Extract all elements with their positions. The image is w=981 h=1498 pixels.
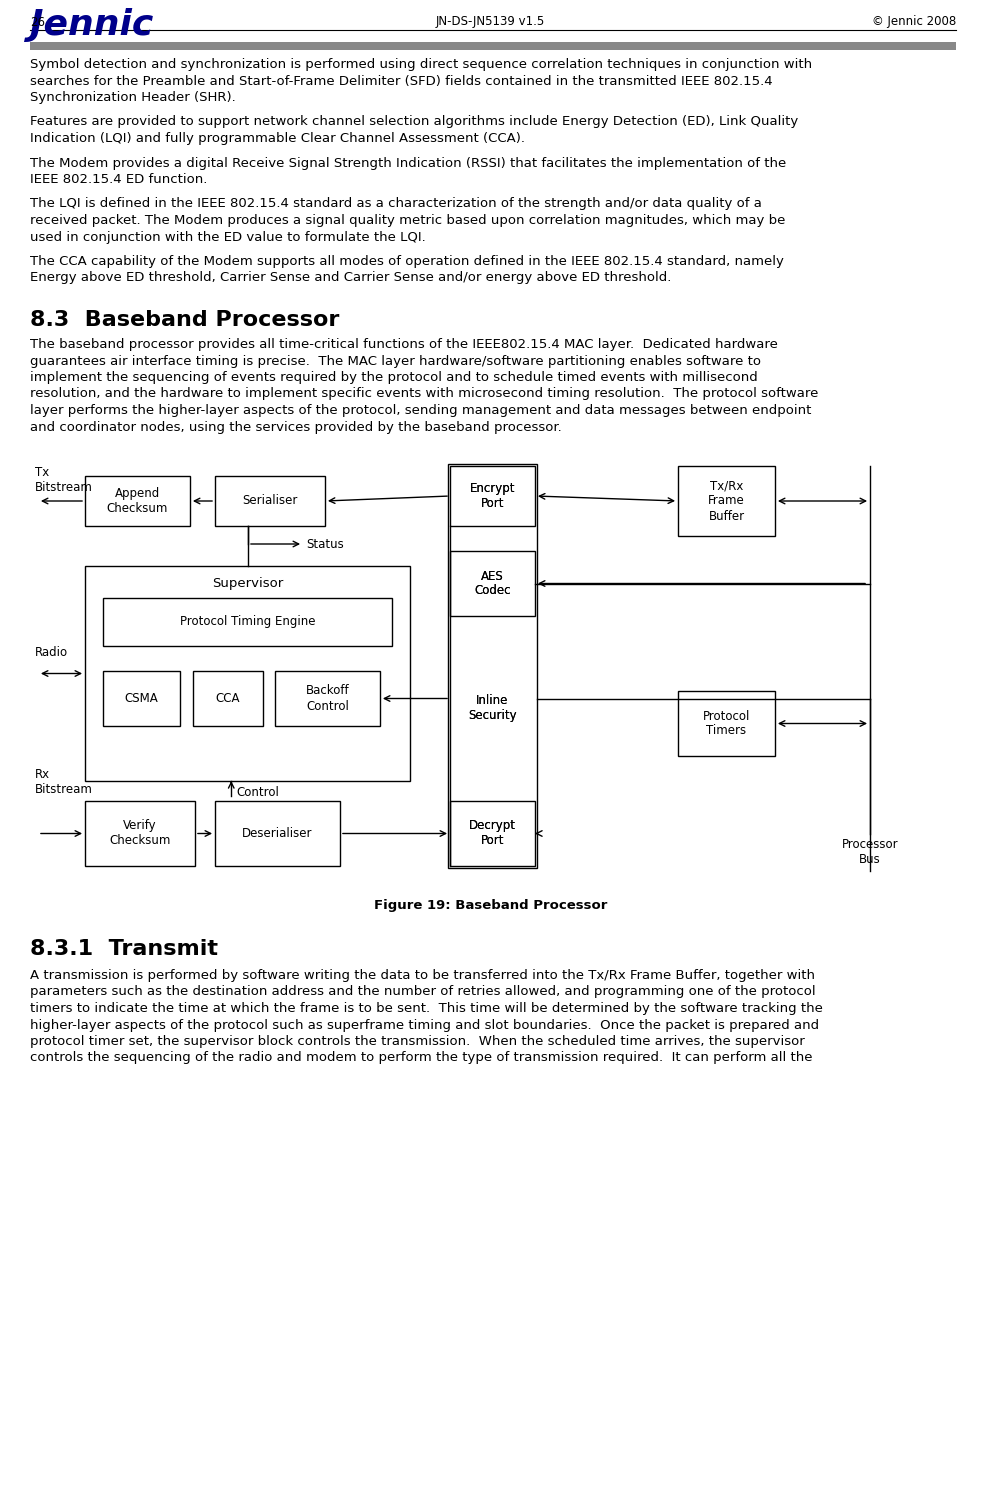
Text: Jennic: Jennic <box>30 7 153 42</box>
Text: Processor
Bus: Processor Bus <box>842 837 899 866</box>
Bar <box>193 671 263 727</box>
Text: parameters such as the destination address and the number of retries allowed, an: parameters such as the destination addre… <box>30 986 815 999</box>
Bar <box>450 551 535 616</box>
Bar <box>450 466 535 526</box>
Bar <box>85 566 410 780</box>
Text: controls the sequencing of the radio and modem to perform the type of transmissi: controls the sequencing of the radio and… <box>30 1052 812 1065</box>
Text: AES
Codec: AES Codec <box>474 569 511 598</box>
Text: The baseband processor provides all time-critical functions of the IEEE802.15.4 : The baseband processor provides all time… <box>30 339 778 351</box>
Text: IEEE 802.15.4 ED function.: IEEE 802.15.4 ED function. <box>30 172 207 186</box>
Text: received packet. The Modem produces a signal quality metric based upon correlati: received packet. The Modem produces a si… <box>30 214 786 228</box>
Text: A transmission is performed by software writing the data to be transferred into : A transmission is performed by software … <box>30 969 815 983</box>
Bar <box>450 551 535 616</box>
Text: Decrypt
Port: Decrypt Port <box>469 819 516 848</box>
Text: Decrypt
Port: Decrypt Port <box>469 819 516 848</box>
Text: searches for the Preamble and Start-of-Frame Delimiter (SFD) fields contained in: searches for the Preamble and Start-of-F… <box>30 75 773 87</box>
Text: AES
Codec: AES Codec <box>474 569 511 598</box>
Text: Indication (LQI) and fully programmable Clear Channel Assessment (CCA).: Indication (LQI) and fully programmable … <box>30 132 525 145</box>
Bar <box>678 691 775 756</box>
Text: Append
Checksum: Append Checksum <box>107 487 168 515</box>
Text: © Jennic 2008: © Jennic 2008 <box>872 15 956 28</box>
Text: Energy above ED threshold, Carrier Sense and Carrier Sense and/or energy above E: Energy above ED threshold, Carrier Sense… <box>30 271 671 285</box>
Text: CSMA: CSMA <box>125 692 158 706</box>
Text: Symbol detection and synchronization is performed using direct sequence correlat: Symbol detection and synchronization is … <box>30 58 812 70</box>
Text: resolution, and the hardware to implement specific events with microsecond timin: resolution, and the hardware to implemen… <box>30 388 818 400</box>
Bar <box>450 801 535 866</box>
Text: JN-DS-JN5139 v1.5: JN-DS-JN5139 v1.5 <box>436 15 545 28</box>
Text: CCA: CCA <box>216 692 240 706</box>
Text: Synchronization Header (SHR).: Synchronization Header (SHR). <box>30 91 235 103</box>
Text: Backoff
Control: Backoff Control <box>306 685 349 713</box>
Text: Tx/Rx
Frame
Buffer: Tx/Rx Frame Buffer <box>708 479 745 523</box>
Bar <box>85 801 195 866</box>
Text: Radio: Radio <box>35 647 68 659</box>
Bar <box>30 42 956 49</box>
Text: Encrypt
Port: Encrypt Port <box>470 482 515 509</box>
Text: Inline
Security: Inline Security <box>468 695 517 722</box>
Bar <box>215 801 340 866</box>
Text: The Modem provides a digital Receive Signal Strength Indication (RSSI) that faci: The Modem provides a digital Receive Sig… <box>30 156 786 169</box>
Text: Rx
Bitstream: Rx Bitstream <box>35 768 93 795</box>
Bar <box>103 671 180 727</box>
Text: 8.3.1  Transmit: 8.3.1 Transmit <box>30 939 218 959</box>
Text: 26: 26 <box>30 15 45 28</box>
Text: higher-layer aspects of the protocol such as superframe timing and slot boundari: higher-layer aspects of the protocol suc… <box>30 1019 819 1032</box>
Text: Control: Control <box>236 786 280 798</box>
Text: Verify
Checksum: Verify Checksum <box>109 819 171 848</box>
Text: Figure 19: Baseband Processor: Figure 19: Baseband Processor <box>374 899 607 912</box>
Text: 8.3  Baseband Processor: 8.3 Baseband Processor <box>30 310 339 330</box>
Text: Protocol Timing Engine: Protocol Timing Engine <box>180 616 315 629</box>
Bar <box>450 801 535 866</box>
Text: The LQI is defined in the IEEE 802.15.4 standard as a characterization of the st: The LQI is defined in the IEEE 802.15.4 … <box>30 198 762 211</box>
Bar <box>448 464 537 867</box>
Bar <box>215 476 325 526</box>
Text: Tx
Bitstream: Tx Bitstream <box>35 466 93 494</box>
Text: Serialiser: Serialiser <box>242 494 297 508</box>
Text: used in conjunction with the ED value to formulate the LQI.: used in conjunction with the ED value to… <box>30 231 426 244</box>
Text: Supervisor: Supervisor <box>212 578 284 590</box>
Text: protocol timer set, the supervisor block controls the transmission.  When the sc: protocol timer set, the supervisor block… <box>30 1035 804 1049</box>
Bar <box>85 476 190 526</box>
Text: and coordinator nodes, using the services provided by the baseband processor.: and coordinator nodes, using the service… <box>30 421 562 433</box>
Text: The CCA capability of the Modem supports all modes of operation defined in the I: The CCA capability of the Modem supports… <box>30 255 784 268</box>
Bar <box>103 598 392 646</box>
Text: Inline
Security: Inline Security <box>468 695 517 722</box>
Text: Encrypt
Port: Encrypt Port <box>470 482 515 509</box>
Text: Features are provided to support network channel selection algorithms include En: Features are provided to support network… <box>30 115 799 129</box>
Text: Protocol
Timers: Protocol Timers <box>702 710 750 737</box>
Bar <box>450 466 535 526</box>
Text: Status: Status <box>306 538 343 550</box>
Bar <box>678 466 775 536</box>
Text: implement the sequencing of events required by the protocol and to schedule time: implement the sequencing of events requi… <box>30 372 757 383</box>
Text: guarantees air interface timing is precise.  The MAC layer hardware/software par: guarantees air interface timing is preci… <box>30 355 761 367</box>
Bar <box>275 671 380 727</box>
Text: layer performs the higher-layer aspects of the protocol, sending management and : layer performs the higher-layer aspects … <box>30 404 811 416</box>
Text: Deserialiser: Deserialiser <box>242 827 313 840</box>
Text: timers to indicate the time at which the frame is to be sent.  This time will be: timers to indicate the time at which the… <box>30 1002 823 1016</box>
